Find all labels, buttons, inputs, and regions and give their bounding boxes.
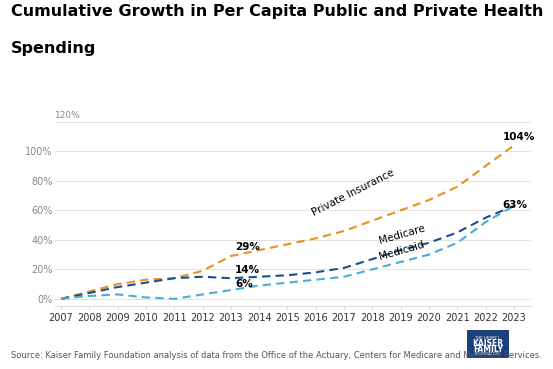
Text: Private Insurance: Private Insurance [310,168,396,218]
Text: FOUNDATION: FOUNDATION [475,352,501,356]
Text: 6%: 6% [235,279,253,289]
Text: 63%: 63% [503,200,528,210]
Text: Spending: Spending [11,41,96,56]
Text: Medicare: Medicare [378,223,426,246]
Text: Source: Kaiser Family Foundation analysis of data from the Office of the Actuary: Source: Kaiser Family Foundation analysi… [11,351,542,360]
Text: 14%: 14% [235,265,260,275]
Text: KAISER: KAISER [472,339,504,348]
Text: THE HENRY J.: THE HENRY J. [475,336,501,340]
Text: 29%: 29% [235,242,260,252]
Text: Medicaid: Medicaid [378,239,426,262]
Text: FAMILY: FAMILY [473,345,503,354]
Text: Cumulative Growth in Per Capita Public and Private Health: Cumulative Growth in Per Capita Public a… [11,4,544,19]
Text: 104%: 104% [503,132,535,142]
Text: 120%: 120% [55,111,81,120]
